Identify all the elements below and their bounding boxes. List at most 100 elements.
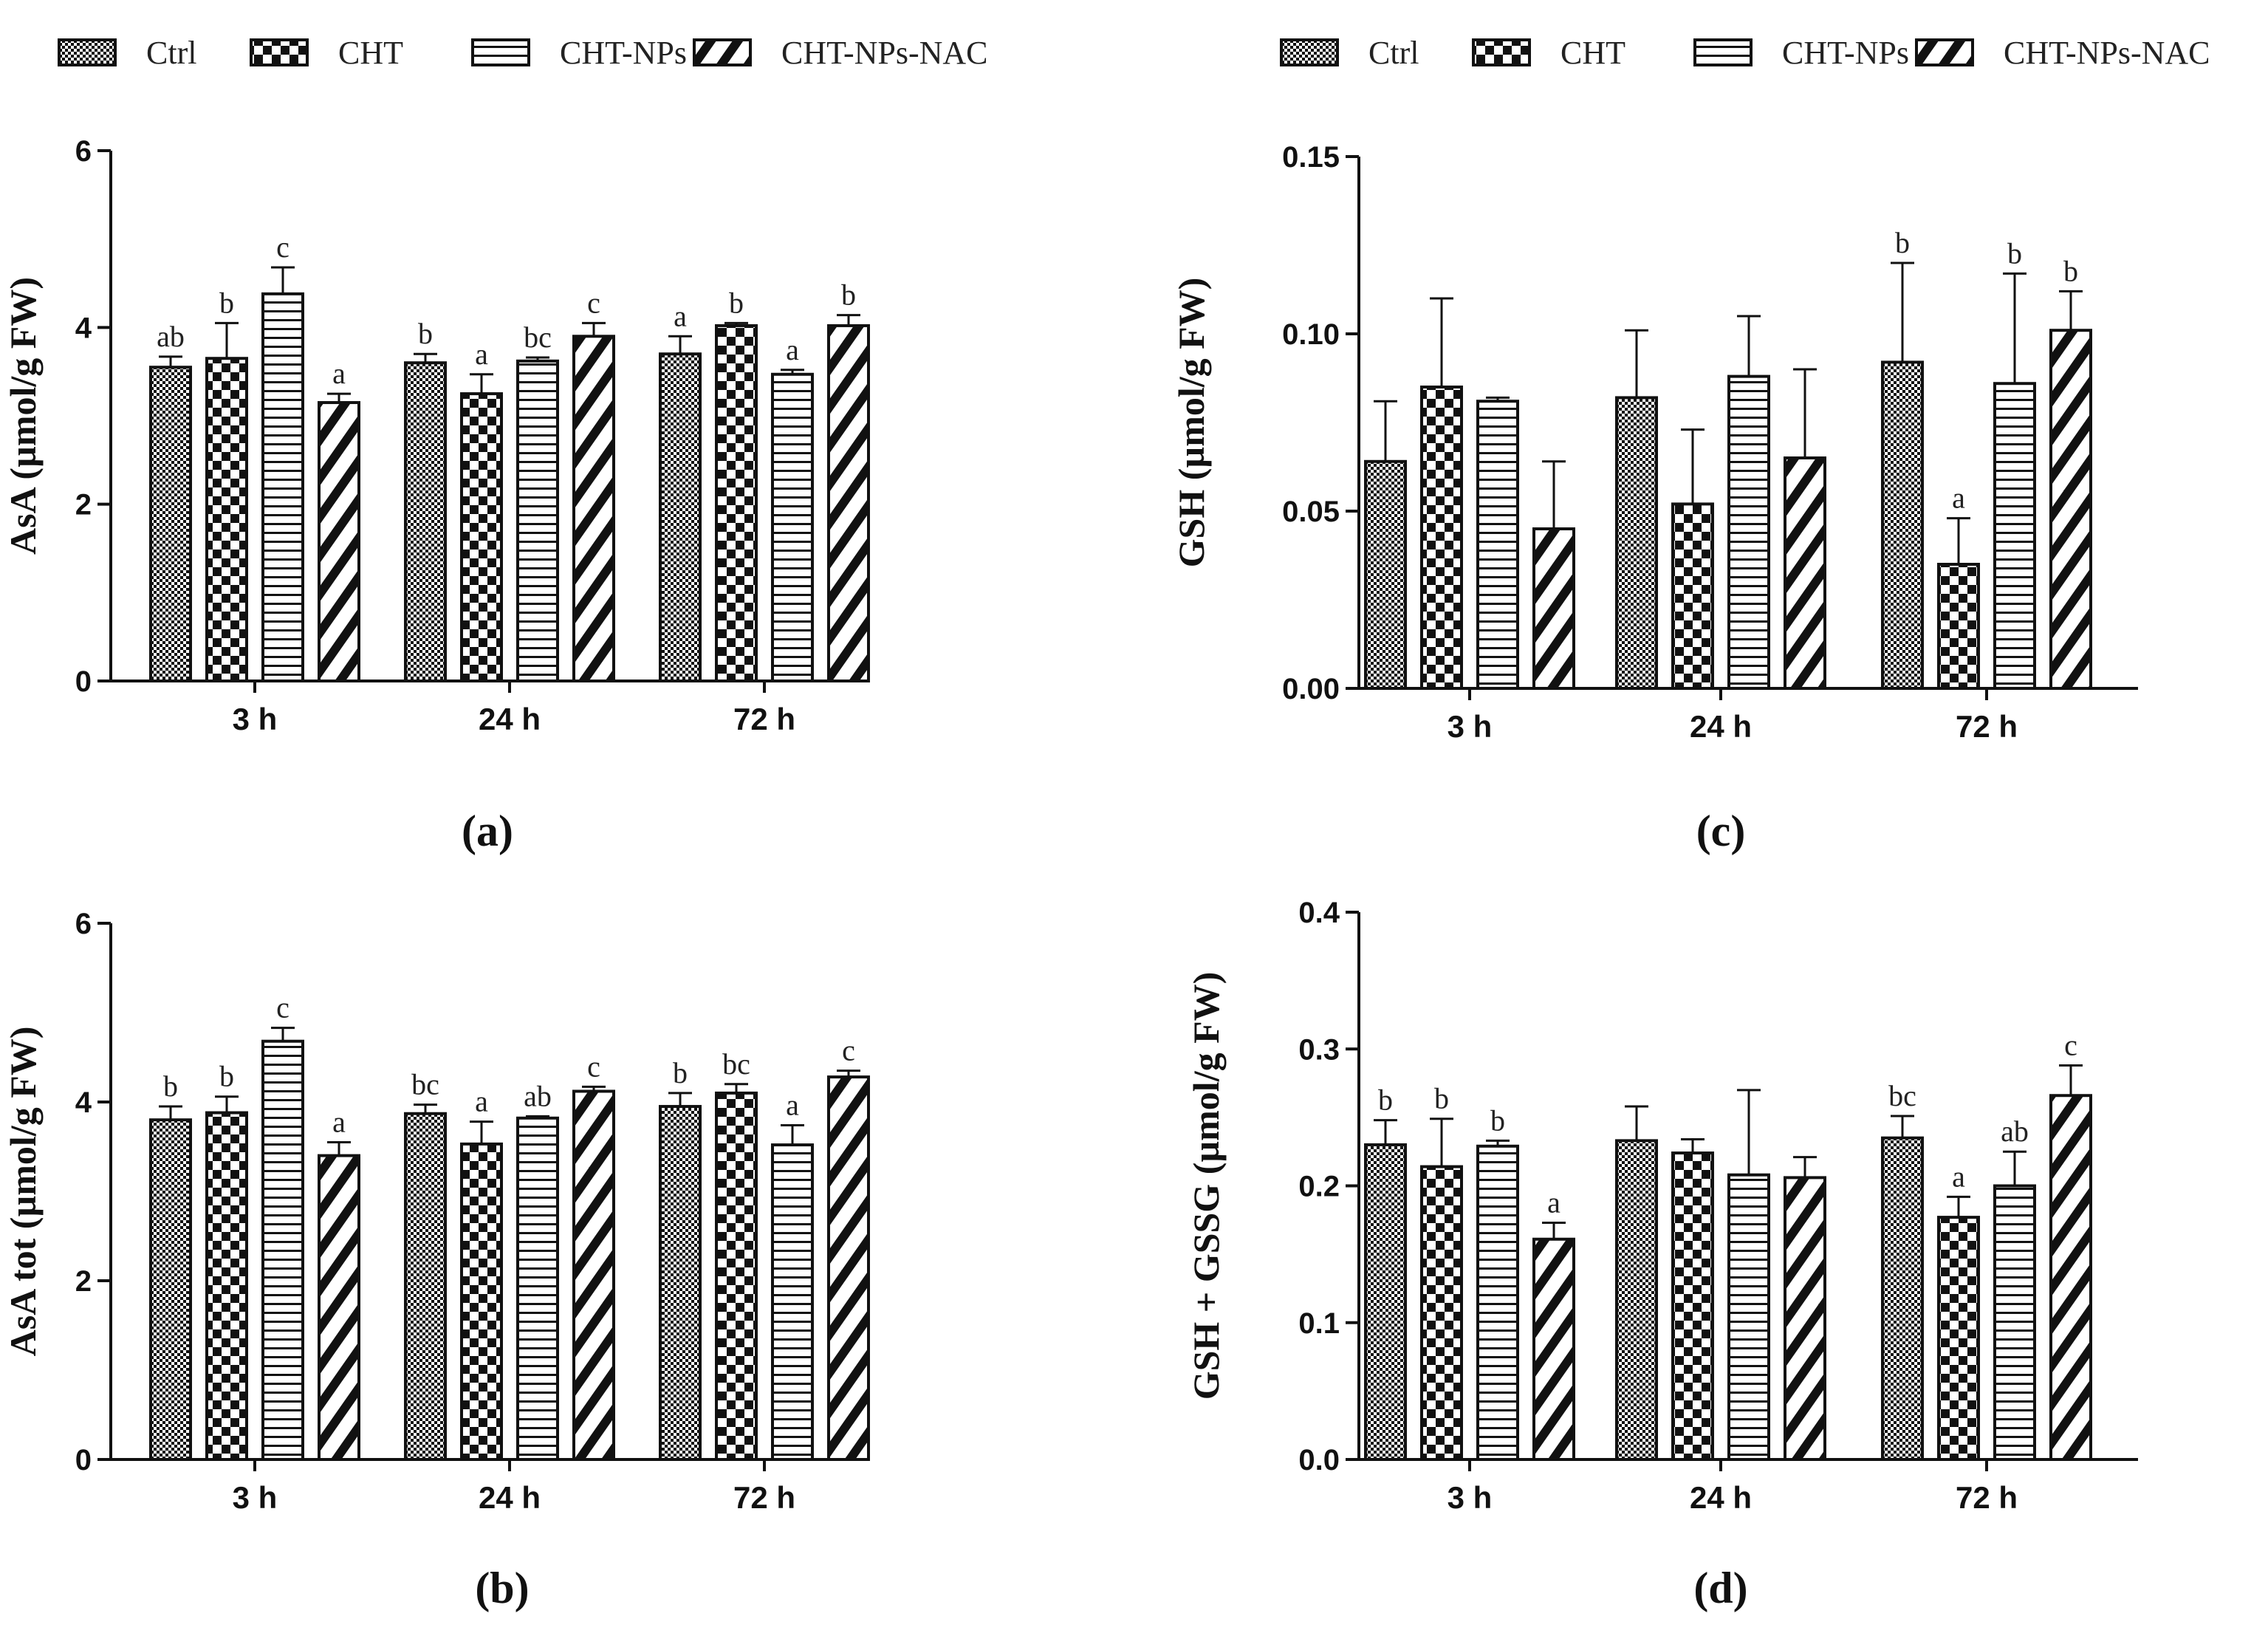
legend-label: CHT-NPs: [560, 35, 687, 71]
y-axis-label: GSH (µmol/g FW): [1171, 278, 1212, 568]
significance-label: b: [418, 317, 433, 350]
bar-cht-nps: [1993, 1184, 2036, 1461]
significance-label: bc: [524, 321, 552, 354]
y-tick-label: 4: [75, 312, 92, 344]
significance-label: b: [1378, 1084, 1393, 1117]
significance-label: b: [163, 1069, 178, 1103]
bar-cht-nps: [516, 1116, 559, 1462]
significance-label: a: [1547, 1186, 1560, 1219]
y-tick-label: 6: [75, 135, 92, 168]
panel-label: (b): [475, 1564, 529, 1612]
bar-ctrl: [404, 361, 447, 682]
x-category-label: 72 h: [733, 702, 795, 736]
x-category-label: 3 h: [1448, 1480, 1493, 1515]
legend-swatch-cht: [250, 38, 309, 66]
significance-label: b: [1895, 226, 1910, 259]
y-axis-label: AsA tot (µmol/g FW): [2, 1027, 44, 1357]
bar-cht-nps: [261, 1039, 304, 1461]
significance-label: ab: [157, 320, 185, 353]
bar-cht-nps: [1476, 1144, 1519, 1461]
panel-c-gsh-chart: 0.00 0.05 0.10 0.15 GSH (µmol/g FW) 3 h 24 h 72…: [1171, 141, 2138, 855]
bar-cht-nps: [1476, 400, 1519, 690]
y-tick-label: 0.4: [1298, 897, 1340, 929]
y-tick-label: 2: [75, 1265, 92, 1298]
significance-label: b: [2007, 236, 2022, 270]
significance-label: b: [673, 1056, 688, 1089]
significance-label: b: [841, 278, 856, 312]
y-tick-label: 0: [75, 1444, 92, 1476]
significance-label: b: [219, 286, 234, 319]
y-tick-label: 0.15: [1282, 141, 1340, 174]
legend-label: CHT: [338, 35, 403, 71]
bar-cht-nps-nac: [318, 1154, 360, 1461]
legend-swatch-ctrl: [58, 38, 117, 66]
bar-ctrl: [1881, 1136, 1924, 1461]
significance-label: b: [1490, 1103, 1505, 1137]
significance-label: a: [786, 333, 799, 366]
bar-cht: [1671, 502, 1714, 691]
y-tick-label: 0: [75, 665, 92, 698]
x-category-label: 72 h: [1956, 709, 2018, 744]
significance-label: a: [1952, 482, 1965, 515]
significance-label: bc: [722, 1047, 750, 1081]
bar-cht: [1671, 1151, 1714, 1462]
bar-ctrl: [659, 352, 702, 682]
bar-cht-nps-nac: [1784, 456, 1826, 690]
legend-swatch-cht-nps: [1693, 38, 1753, 66]
panel-d-gsh-gssg-chart: 0.0 0.1 0.2 0.3 0.4 GSH + GSSG (µmol/g FW) 3 h…: [1185, 897, 2138, 1612]
y-tick-label: 0.3: [1298, 1033, 1340, 1066]
y-axis-label: GSH + GSSG (µmol/g FW): [1185, 972, 1227, 1400]
legend-label: CHT-NPs-NAC: [781, 35, 988, 71]
significance-label: bc: [411, 1068, 439, 1101]
bar-cht-nps: [1727, 374, 1770, 690]
legend-swatch-cht-nps-nac: [1915, 38, 1974, 66]
x-category-label: 3 h: [1448, 709, 1493, 744]
x-category-label: 72 h: [733, 1480, 795, 1515]
significance-label: a: [475, 1085, 488, 1118]
bar-cht-nps-nac: [572, 1089, 615, 1461]
legend-left: Ctrl CHT CHT-NPs CHT-NPs-NAC: [58, 35, 988, 71]
bar-cht-nps-nac: [1784, 1176, 1826, 1461]
significance-label: a: [674, 299, 687, 332]
significance-label: c: [276, 230, 290, 264]
bar-cht-nps-nac: [2049, 329, 2092, 690]
y-tick-label: 0.05: [1282, 496, 1340, 528]
bar-cht-nps-nac: [2049, 1094, 2092, 1461]
bar-cht: [715, 324, 758, 682]
significance-label: c: [2064, 1028, 2077, 1061]
legend-label: CHT: [1560, 35, 1625, 71]
panel-label: (a): [462, 807, 513, 855]
significance-label: a: [332, 1105, 346, 1138]
legend-swatch-cht-nps: [471, 38, 530, 66]
legend-swatch-cht: [1472, 38, 1531, 66]
bar-cht-nps-nac: [318, 401, 360, 682]
bar-cht: [1420, 1165, 1463, 1461]
panel-label: (d): [1693, 1564, 1747, 1612]
significance-label: c: [276, 991, 290, 1024]
legend-label: Ctrl: [1368, 35, 1419, 71]
significance-label: c: [587, 1050, 600, 1083]
significance-label: b: [1434, 1082, 1449, 1115]
bar-cht-nps-nac: [1532, 1237, 1575, 1462]
bar-cht: [205, 1111, 248, 1462]
significance-label: b: [729, 286, 744, 319]
bar-cht: [460, 392, 503, 682]
bar-cht-nps: [516, 359, 559, 682]
significance-label: b: [2063, 254, 2078, 287]
significance-label: a: [786, 1088, 799, 1121]
significance-label: a: [475, 338, 488, 371]
bar-ctrl: [1615, 396, 1658, 691]
significance-label: c: [842, 1034, 855, 1067]
legend-label: Ctrl: [146, 35, 196, 71]
bar-ctrl: [404, 1112, 447, 1461]
legend-label: CHT-NPs: [1782, 35, 1909, 71]
bar-cht-nps-nac: [1532, 527, 1575, 690]
bar-cht-nps: [261, 292, 304, 682]
bar-ctrl: [1881, 360, 1924, 690]
legend-label: CHT-NPs-NAC: [2004, 35, 2210, 71]
bar-cht-nps-nac: [827, 324, 870, 682]
x-category-label: 3 h: [233, 702, 278, 736]
bar-ctrl: [149, 366, 192, 682]
